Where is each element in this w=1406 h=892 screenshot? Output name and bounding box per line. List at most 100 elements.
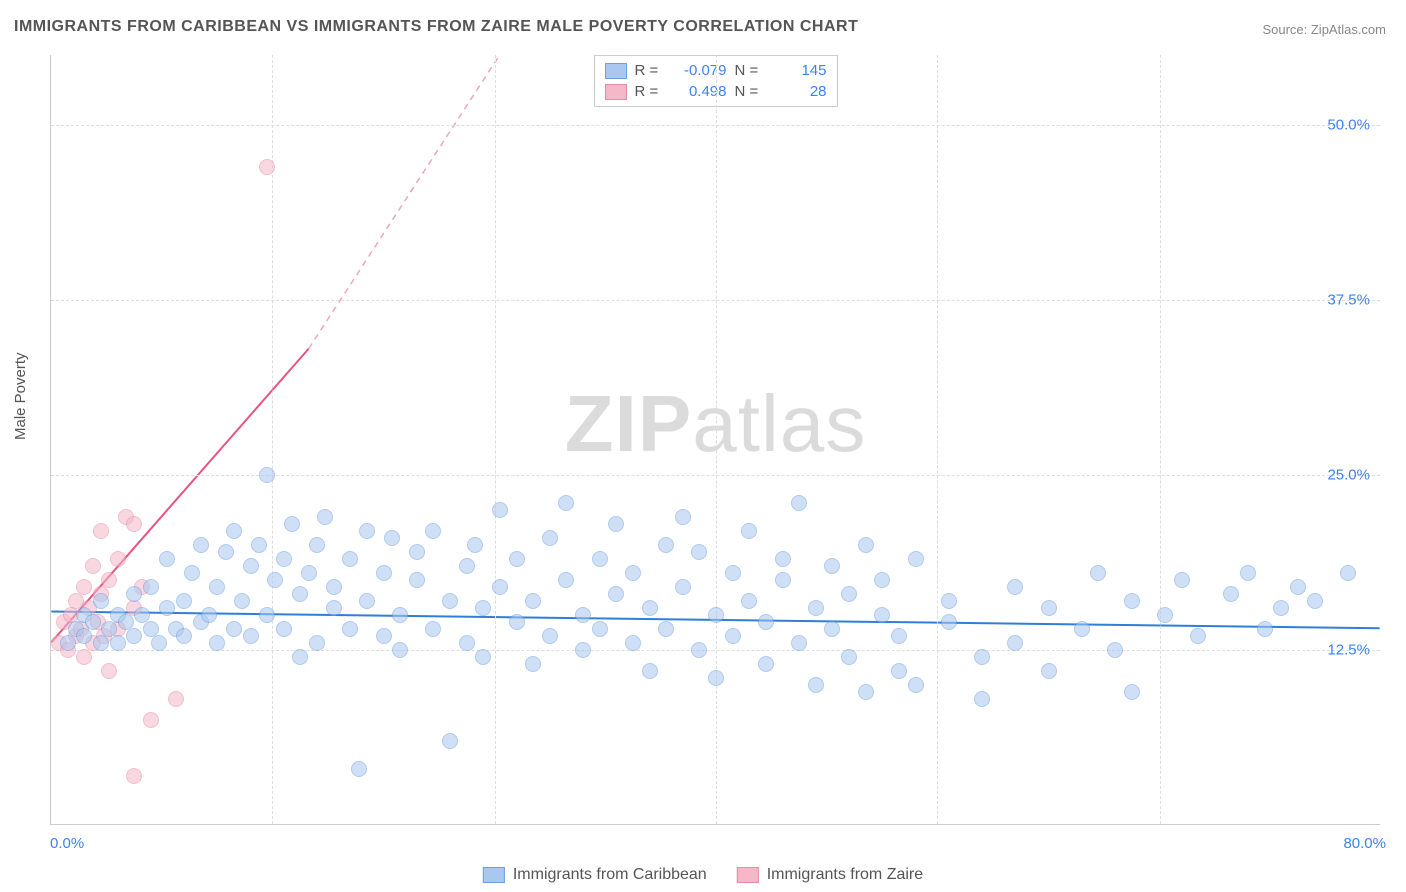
data-point bbox=[1307, 593, 1323, 609]
data-point bbox=[159, 551, 175, 567]
gridline-vertical bbox=[495, 55, 496, 824]
data-point bbox=[608, 516, 624, 532]
data-point bbox=[209, 579, 225, 595]
data-point bbox=[525, 656, 541, 672]
data-point bbox=[442, 593, 458, 609]
data-point bbox=[575, 607, 591, 623]
data-point bbox=[1041, 600, 1057, 616]
y-tick-label: 25.0% bbox=[1327, 467, 1370, 484]
swatch-zaire bbox=[737, 867, 759, 883]
data-point bbox=[841, 586, 857, 602]
gridline-vertical bbox=[1160, 55, 1161, 824]
y-tick-label: 50.0% bbox=[1327, 117, 1370, 134]
data-point bbox=[159, 600, 175, 616]
data-point bbox=[93, 635, 109, 651]
data-point bbox=[542, 530, 558, 546]
data-point bbox=[243, 628, 259, 644]
watermark-atlas: atlas bbox=[692, 379, 866, 468]
data-point bbox=[592, 621, 608, 637]
data-point bbox=[425, 523, 441, 539]
source-prefix: Source: bbox=[1262, 22, 1310, 37]
data-point bbox=[376, 628, 392, 644]
data-point bbox=[467, 537, 483, 553]
plot-area: ZIPatlas R = -0.079 N = 145 R = 0.498 N … bbox=[50, 55, 1380, 825]
r-value-zaire: 0.498 bbox=[671, 83, 727, 100]
data-point bbox=[492, 579, 508, 595]
data-point bbox=[93, 593, 109, 609]
data-point bbox=[858, 537, 874, 553]
data-point bbox=[409, 544, 425, 560]
data-point bbox=[841, 649, 857, 665]
data-point bbox=[76, 579, 92, 595]
data-point bbox=[908, 551, 924, 567]
data-point bbox=[691, 544, 707, 560]
data-point bbox=[1240, 565, 1256, 581]
data-point bbox=[542, 628, 558, 644]
data-point bbox=[126, 768, 142, 784]
data-point bbox=[284, 516, 300, 532]
data-point bbox=[1074, 621, 1090, 637]
data-point bbox=[1273, 600, 1289, 616]
data-point bbox=[126, 516, 142, 532]
data-point bbox=[625, 565, 641, 581]
legend-item-caribbean: Immigrants from Caribbean bbox=[483, 866, 707, 884]
data-point bbox=[309, 537, 325, 553]
data-point bbox=[110, 551, 126, 567]
data-point bbox=[126, 586, 142, 602]
r-label: R = bbox=[635, 83, 663, 100]
data-point bbox=[874, 572, 890, 588]
data-point bbox=[76, 649, 92, 665]
data-point bbox=[317, 509, 333, 525]
data-point bbox=[392, 642, 408, 658]
data-point bbox=[93, 523, 109, 539]
data-point bbox=[741, 523, 757, 539]
data-point bbox=[625, 635, 641, 651]
data-point bbox=[1223, 586, 1239, 602]
data-point bbox=[1174, 572, 1190, 588]
data-point bbox=[143, 579, 159, 595]
data-point bbox=[658, 621, 674, 637]
n-label: N = bbox=[735, 62, 763, 79]
data-point bbox=[1107, 642, 1123, 658]
data-point bbox=[525, 593, 541, 609]
data-point bbox=[459, 558, 475, 574]
data-point bbox=[475, 600, 491, 616]
data-point bbox=[359, 523, 375, 539]
data-point bbox=[459, 635, 475, 651]
data-point bbox=[642, 600, 658, 616]
data-point bbox=[226, 523, 242, 539]
data-point bbox=[891, 663, 907, 679]
data-point bbox=[342, 621, 358, 637]
x-tick-min: 0.0% bbox=[50, 835, 84, 852]
data-point bbox=[301, 565, 317, 581]
data-point bbox=[691, 642, 707, 658]
data-point bbox=[234, 593, 250, 609]
n-value-caribbean: 145 bbox=[771, 62, 827, 79]
data-point bbox=[425, 621, 441, 637]
source-label: Source: ZipAtlas.com bbox=[1262, 22, 1386, 37]
data-point bbox=[775, 572, 791, 588]
r-value-caribbean: -0.079 bbox=[671, 62, 727, 79]
x-tick-max: 80.0% bbox=[1343, 835, 1386, 852]
data-point bbox=[392, 607, 408, 623]
data-point bbox=[101, 663, 117, 679]
data-point bbox=[708, 670, 724, 686]
data-point bbox=[741, 593, 757, 609]
data-point bbox=[575, 642, 591, 658]
swatch-caribbean bbox=[483, 867, 505, 883]
chart-title: IMMIGRANTS FROM CARIBBEAN VS IMMIGRANTS … bbox=[14, 18, 858, 36]
data-point bbox=[151, 635, 167, 651]
legend-item-zaire: Immigrants from Zaire bbox=[737, 866, 923, 884]
data-point bbox=[509, 614, 525, 630]
swatch-zaire bbox=[605, 84, 627, 100]
n-label: N = bbox=[735, 83, 763, 100]
data-point bbox=[442, 733, 458, 749]
data-point bbox=[1290, 579, 1306, 595]
data-point bbox=[110, 635, 126, 651]
swatch-caribbean bbox=[605, 63, 627, 79]
data-point bbox=[791, 495, 807, 511]
data-point bbox=[101, 572, 117, 588]
data-point bbox=[85, 614, 101, 630]
data-point bbox=[276, 621, 292, 637]
data-point bbox=[351, 761, 367, 777]
